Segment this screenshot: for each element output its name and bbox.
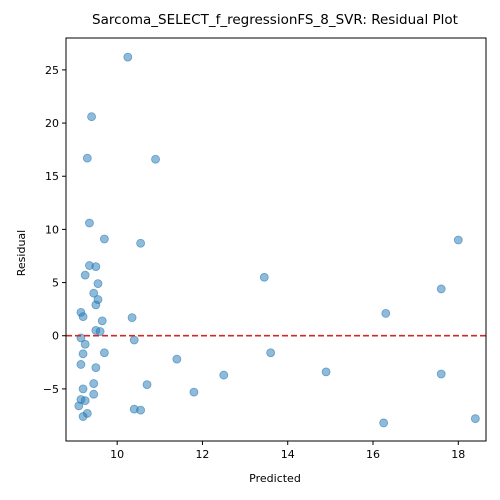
data-point-38 xyxy=(78,384,88,394)
data-point-27 xyxy=(78,349,88,359)
data-point-39 xyxy=(189,387,199,397)
x-axis-label: Predicted xyxy=(249,472,301,485)
data-point-33 xyxy=(321,367,331,377)
data-point-4 xyxy=(85,218,94,228)
data-point-9 xyxy=(91,262,101,272)
data-point-2 xyxy=(82,153,92,163)
y-tick-label-15: 15 xyxy=(45,170,59,183)
x-tick-label-12: 12 xyxy=(195,448,209,461)
data-points xyxy=(74,52,480,428)
data-point-43 xyxy=(74,401,84,411)
data-point-45 xyxy=(136,405,146,415)
data-point-18 xyxy=(381,308,391,318)
data-point-23 xyxy=(95,327,105,336)
chart-title: Sarcoma_SELECT_f_regressionFS_8_SVR: Res… xyxy=(92,12,458,28)
data-point-11 xyxy=(259,272,269,282)
data-point-1 xyxy=(87,112,96,122)
data-point-16 xyxy=(91,300,101,310)
data-point-7 xyxy=(453,235,463,245)
x-tick-label-16: 16 xyxy=(366,448,380,461)
y-tick-label-10: 10 xyxy=(45,223,59,236)
data-point-0 xyxy=(123,52,133,62)
y-tick-label--5: −5 xyxy=(43,383,59,396)
data-point-14 xyxy=(89,288,99,298)
y-tick-label-25: 25 xyxy=(45,64,59,77)
data-point-5 xyxy=(99,234,109,244)
data-point-48 xyxy=(470,414,480,424)
data-point-20 xyxy=(127,313,137,323)
data-point-25 xyxy=(129,335,139,345)
data-point-31 xyxy=(76,360,86,369)
data-point-29 xyxy=(266,348,276,358)
data-point-35 xyxy=(436,369,446,379)
plot-area-frame xyxy=(65,37,487,442)
axis-ticks: 10 12 14 16 18 −5 0 5 10 15 20 25 xyxy=(43,64,466,461)
x-tick-label-18: 18 xyxy=(451,448,465,461)
data-point-6 xyxy=(136,238,146,248)
data-point-32 xyxy=(91,363,101,373)
y-tick-label-20: 20 xyxy=(45,117,59,130)
x-tick-label-14: 14 xyxy=(281,448,295,461)
data-point-26 xyxy=(80,339,90,349)
data-point-47 xyxy=(78,412,88,421)
data-point-40 xyxy=(89,389,99,399)
data-point-42 xyxy=(80,396,90,405)
data-point-3 xyxy=(151,154,160,164)
y-axis-label: Residual xyxy=(15,230,28,276)
data-point-30 xyxy=(172,354,182,364)
data-point-28 xyxy=(99,348,109,358)
data-point-37 xyxy=(142,380,152,390)
data-point-12 xyxy=(93,279,103,289)
y-tick-label-0: 0 xyxy=(52,330,59,343)
data-point-36 xyxy=(89,379,99,388)
x-tick-label-10: 10 xyxy=(110,448,124,461)
data-point-49 xyxy=(379,418,389,428)
data-point-21 xyxy=(97,316,107,326)
data-point-13 xyxy=(436,284,446,294)
data-point-10 xyxy=(80,270,90,280)
data-point-19 xyxy=(78,312,88,321)
y-tick-label-5: 5 xyxy=(52,277,59,290)
data-point-34 xyxy=(219,370,229,380)
